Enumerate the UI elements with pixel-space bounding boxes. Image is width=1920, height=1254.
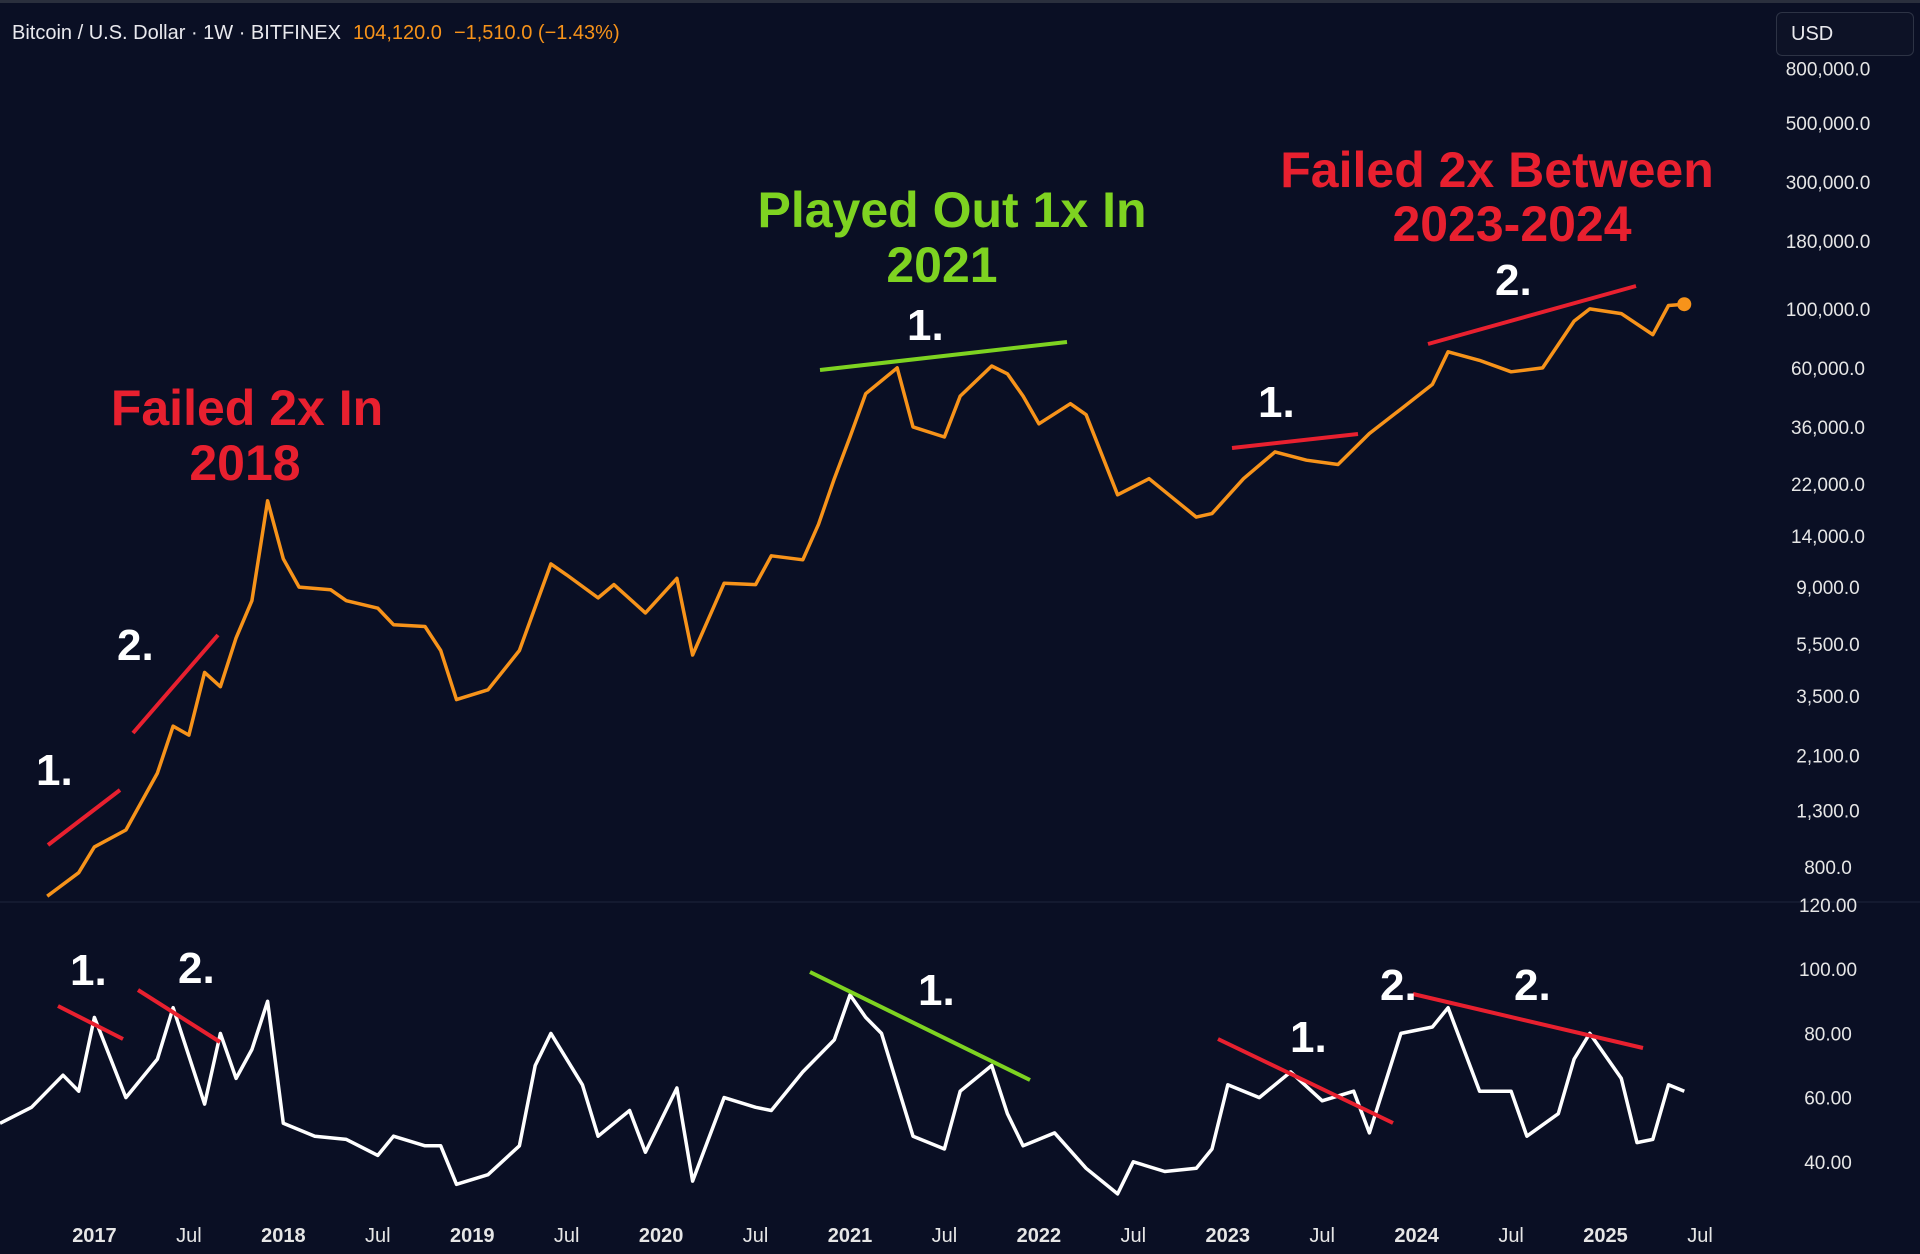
- time-tick-label: 2024: [1394, 1225, 1439, 1247]
- mid-title-line1: Played Out 1x In: [757, 182, 1146, 238]
- left-title-line1: Failed 2x In: [111, 380, 383, 436]
- price-tick-label: 800,000.0: [1786, 60, 1871, 81]
- price-tick-label: 22,000.0: [1791, 475, 1865, 496]
- price-tick-label: 100,000.0: [1786, 300, 1871, 321]
- left-title-line2: 2018: [189, 435, 300, 491]
- time-tick-label: 2020: [639, 1225, 684, 1247]
- marker-label: 1.: [918, 966, 955, 1015]
- trendline-2017-2: [131, 633, 220, 735]
- marker-label: 1.: [70, 946, 107, 995]
- price-change: −1,510.0 (−1.43%): [453, 21, 620, 44]
- price-tick-label: 60,000.0: [1791, 359, 1865, 380]
- time-tick-label: Jul: [743, 1225, 769, 1247]
- price-tick-label: 800.0: [1804, 858, 1852, 879]
- last-price: 104,120.0: [352, 21, 442, 44]
- marker-label: 1.: [36, 746, 73, 795]
- annotation-markers: 1. 2. 2. 1. 1. 2. 1. 2. 1. 1. 2.: [36, 256, 1551, 1062]
- price-tick-label: 3,500.0: [1796, 687, 1859, 708]
- rsi-tick-label: 60.00: [1804, 1089, 1852, 1110]
- marker-label: 2.: [1514, 961, 1551, 1010]
- time-tick-label: Jul: [365, 1225, 391, 1247]
- rsi-tick-label: 40.00: [1804, 1153, 1852, 1174]
- time-tick-label: 2019: [450, 1225, 495, 1247]
- right-title-line1: Failed 2x Between: [1280, 142, 1714, 198]
- rsi-trendline-2023: [1217, 1037, 1394, 1125]
- annotation-titles: Failed 2x In 2018 Played Out 1x In 2021 …: [111, 142, 1714, 491]
- symbol-header: Bitcoin / U.S. Dollar · 1W · BITFINEX 10…: [12, 18, 620, 48]
- price-tick-label: 5,500.0: [1796, 635, 1859, 656]
- time-tick-label: 2021: [828, 1225, 873, 1247]
- right-title-line2: 2023-2024: [1392, 196, 1631, 252]
- time-tick-label: 2017: [72, 1225, 117, 1247]
- marker-label: 1.: [1258, 378, 1295, 427]
- price-axis: 800,000.0 500,000.0 300,000.0 180,000.0 100,…: [1786, 60, 1871, 879]
- rsi-axis: 120.00 100.00 80.00 60.00 40.00: [1799, 896, 1857, 1174]
- time-tick-label: 2023: [1206, 1225, 1251, 1247]
- rsi-line: [0, 993, 1685, 1196]
- rsi-trendline-2024: [1412, 992, 1644, 1050]
- trendline-2024: [1427, 284, 1637, 346]
- btc-price-line: [46, 302, 1685, 898]
- price-tick-label: 500,000.0: [1786, 114, 1871, 135]
- marker-label: 1.: [907, 301, 944, 350]
- trendline-2017-1: [46, 788, 122, 847]
- time-tick-label: Jul: [176, 1225, 202, 1247]
- currency-button[interactable]: USD: [1776, 12, 1914, 56]
- time-tick-label: Jul: [554, 1225, 580, 1247]
- marker-label: 2.: [178, 944, 215, 993]
- price-tick-label: 9,000.0: [1796, 578, 1859, 599]
- time-tick-label: Jul: [1498, 1225, 1524, 1247]
- mid-title-line2: 2021: [886, 237, 997, 293]
- trendline-2023: [1231, 432, 1359, 450]
- marker-label: 2.: [117, 621, 154, 670]
- annotation-trendlines: [46, 284, 1644, 1125]
- price-tick-label: 180,000.0: [1786, 232, 1871, 253]
- symbol-title: Bitcoin / U.S. Dollar · 1W · BITFINEX: [12, 21, 341, 44]
- last-price-dot: [1677, 297, 1692, 312]
- time-tick-label: Jul: [1121, 1225, 1147, 1247]
- time-tick-label: Jul: [932, 1225, 958, 1247]
- price-tick-label: 14,000.0: [1791, 527, 1865, 548]
- rsi-tick-label: 100.00: [1799, 960, 1857, 981]
- price-tick-label: 300,000.0: [1786, 173, 1871, 194]
- rsi-tick-label: 120.00: [1799, 896, 1857, 917]
- top-border: [0, 0, 1920, 3]
- trendline-2021: [819, 340, 1068, 372]
- price-tick-label: 36,000.0: [1791, 418, 1865, 439]
- marker-label: 1.: [1290, 1013, 1327, 1062]
- series-lines: [0, 297, 1692, 1196]
- rsi-trendline-2017-2: [136, 988, 222, 1044]
- rsi-trendline-2017-1: [57, 1004, 124, 1041]
- time-tick-label: 2022: [1017, 1225, 1062, 1247]
- marker-label: 2.: [1380, 961, 1417, 1010]
- time-tick-label: 2025: [1583, 1225, 1628, 1247]
- marker-label: 2.: [1495, 256, 1532, 305]
- time-tick-label: Jul: [1309, 1225, 1335, 1247]
- time-tick-label: 2018: [261, 1225, 306, 1247]
- price-tick-label: 2,100.0: [1796, 746, 1859, 767]
- price-tick-label: 1,300.0: [1796, 802, 1859, 823]
- rsi-trendline-2021: [809, 970, 1031, 1082]
- time-axis: 2017 Jul 2018 Jul 2019 Jul 2020 Jul 2021 Jul 2022 J…: [72, 1225, 1713, 1247]
- time-tick-label: Jul: [1687, 1225, 1713, 1247]
- rsi-tick-label: 80.00: [1804, 1024, 1852, 1045]
